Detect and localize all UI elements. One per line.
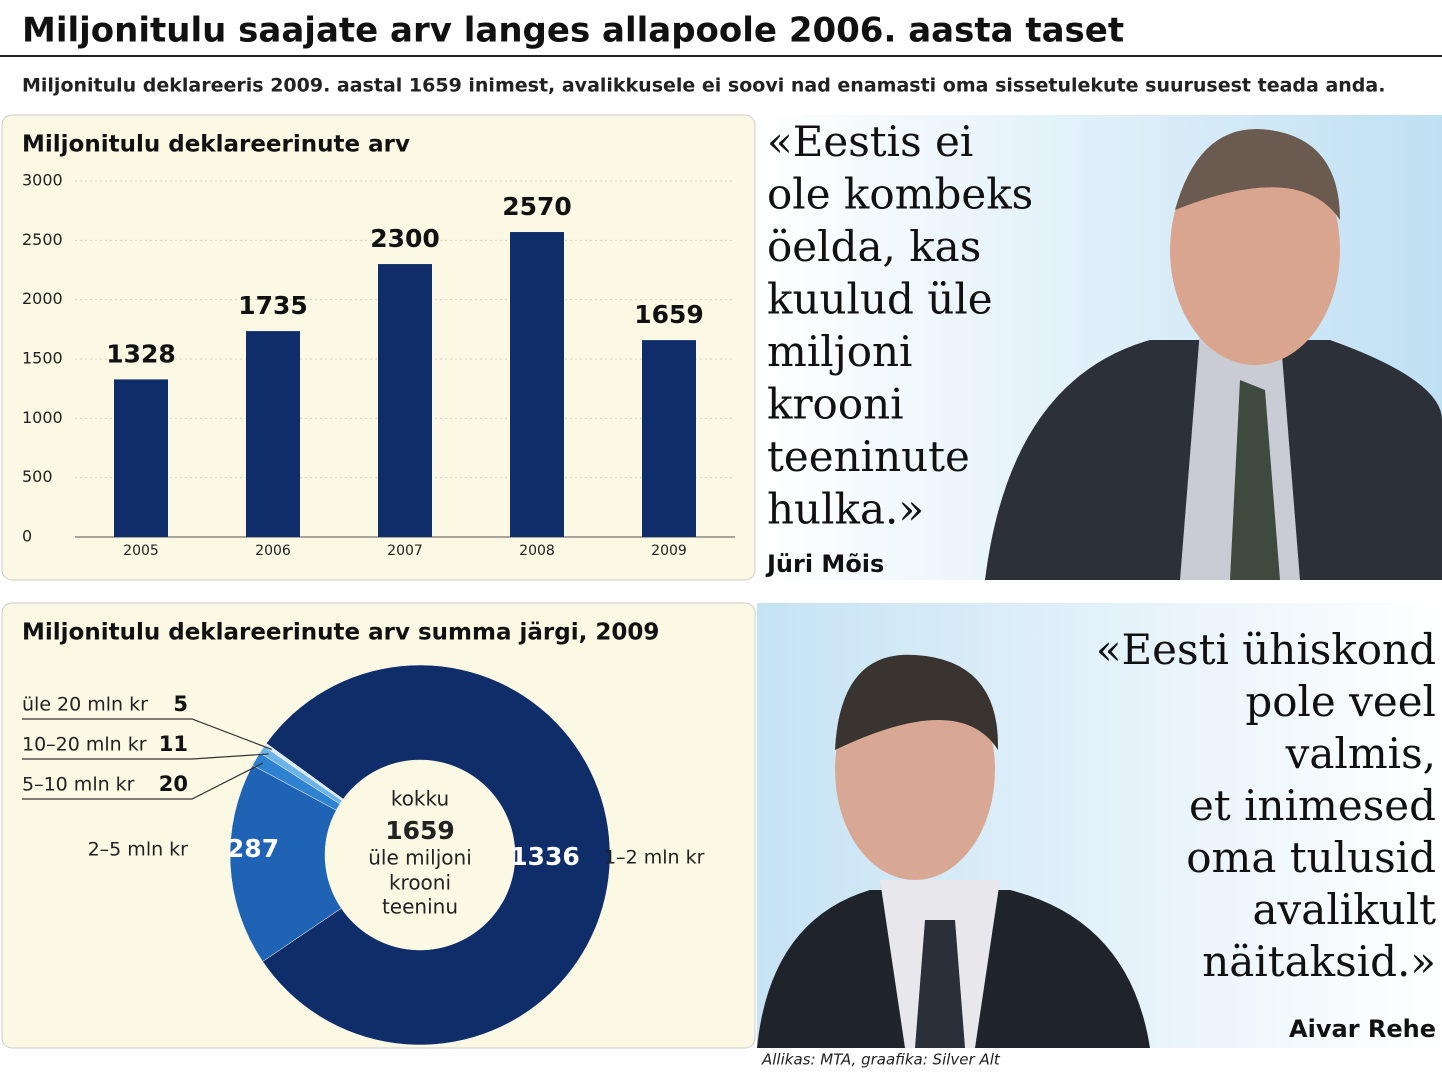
value-label: 287 — [227, 834, 279, 863]
source: Allikas: MTA, graafika: Silver Alt — [761, 1051, 1001, 1069]
donut-slice — [263, 742, 344, 801]
person — [757, 654, 1150, 1048]
chart-title: Miljonitulu deklareerinute arv — [22, 132, 410, 158]
value-label: 20 — [159, 772, 188, 796]
person — [985, 129, 1442, 580]
bar — [510, 232, 564, 537]
x-tick-label: 2006 — [255, 543, 291, 559]
value-label: 1735 — [238, 291, 308, 320]
donut-slice — [229, 764, 342, 962]
chart-title: Miljonitulu deklareerinute arv summa jär… — [22, 620, 659, 646]
quote-line: avalikult — [1253, 885, 1437, 934]
quote-line: et inimesed — [1189, 781, 1436, 830]
x-tick-label: 2007 — [387, 543, 423, 559]
x-tick-label: 2005 — [123, 543, 159, 559]
y-tick-label: 0 — [22, 527, 32, 546]
center-label: üle miljoni — [368, 846, 472, 870]
donut-slice — [262, 664, 611, 1046]
value-label: 1336 — [510, 842, 580, 871]
value-label: 1659 — [634, 300, 704, 329]
quote-line: oma tulusid — [1186, 833, 1436, 882]
center-label: kokku — [391, 787, 449, 811]
quote-line: teeninute — [767, 432, 970, 481]
leader-line — [22, 762, 264, 800]
quote-line: öelda, kas — [767, 222, 981, 271]
quote-line: «Eestis ei — [767, 117, 973, 166]
bar — [642, 340, 696, 537]
quote-author: Aivar Rehe — [1289, 1015, 1436, 1043]
x-tick-label: 2009 — [651, 543, 687, 559]
slice-label: 2–5 mln kr — [88, 839, 189, 861]
y-tick-label: 2000 — [22, 289, 63, 308]
center-label: krooni — [389, 871, 451, 895]
bar — [246, 331, 300, 537]
quote-author: Jüri Mõis — [765, 550, 884, 578]
quote-line: hulka.» — [767, 485, 924, 534]
y-tick-label: 3000 — [22, 171, 63, 190]
x-tick-label: 2008 — [519, 543, 555, 559]
quote-line: kuulud üle — [767, 275, 993, 324]
quote-line: ole kombeks — [767, 170, 1033, 219]
slice-label: 1–2 mln kr — [604, 847, 705, 869]
value-label: 5 — [173, 692, 188, 716]
slice-label: 10–20 mln kr — [22, 734, 147, 756]
center-label: teeninu — [382, 895, 458, 919]
value-label: 11 — [159, 732, 188, 756]
bar — [378, 264, 432, 537]
quote-line: pole veel — [1245, 677, 1436, 726]
leader-line — [22, 753, 269, 760]
bar — [114, 379, 168, 537]
leader-line — [22, 718, 272, 750]
quote-line: näitaksid.» — [1202, 937, 1436, 986]
quote-line: «Eesti ühiskond — [1096, 625, 1436, 674]
value-label: 2570 — [502, 192, 572, 221]
quote-line: krooni — [767, 380, 904, 429]
quote-line: miljoni — [767, 327, 912, 376]
value-label: 1328 — [106, 339, 176, 368]
quote-line: valmis, — [1285, 729, 1436, 778]
y-tick-label: 1500 — [22, 349, 63, 368]
y-tick-label: 500 — [22, 467, 53, 486]
title: Miljonitulu saajate arv langes allapoole… — [22, 11, 1124, 51]
subtitle: Miljonitulu deklareeris 2009. aastal 165… — [22, 75, 1385, 97]
y-tick-label: 2500 — [22, 230, 63, 249]
slice-label: 5–10 mln kr — [22, 774, 135, 796]
center-label: 1659 — [385, 816, 455, 845]
value-label: 2300 — [370, 224, 440, 253]
slice-label: üle 20 mln kr — [22, 694, 148, 716]
y-tick-label: 1000 — [22, 408, 63, 427]
